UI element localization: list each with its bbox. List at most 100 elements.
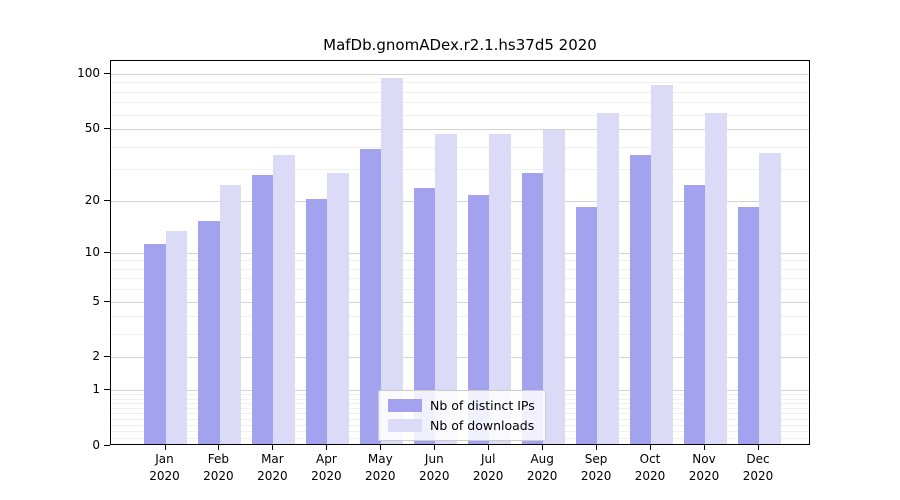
x-tick-label: Apr 2020 <box>294 451 358 485</box>
x-tick-month: Oct <box>639 452 661 466</box>
x-tick-mark <box>758 445 759 450</box>
x-tick-year: 2020 <box>149 469 180 483</box>
legend: Nb of distinct IPs Nb of downloads <box>378 390 546 441</box>
x-tick-month: Feb <box>207 452 230 466</box>
bar-distinct-ips <box>359 148 382 444</box>
x-tick-year: 2020 <box>526 469 558 483</box>
bar-downloads <box>435 133 457 444</box>
x-tick-year: 2020 <box>419 469 450 483</box>
minor-gridline <box>111 146 809 148</box>
bar-distinct-ips <box>144 243 166 444</box>
minor-gridline <box>111 114 809 116</box>
y-tick-mark <box>104 445 110 446</box>
x-tick-mark <box>596 445 598 450</box>
legend-swatch-distinct-ips <box>388 399 422 412</box>
x-tick-mark <box>542 445 544 450</box>
minor-gridline <box>111 91 809 93</box>
x-tick-year: 2020 <box>472 469 504 483</box>
x-tick-month: May <box>367 452 393 466</box>
legend-swatch-downloads <box>388 419 422 432</box>
y-tick-label: 5 <box>92 293 100 308</box>
x-tick-year: 2020 <box>580 469 612 483</box>
y-tick-label: 20 <box>84 192 100 207</box>
y-tick-label: 1 <box>92 382 100 397</box>
x-tick-month: Jan <box>155 452 174 466</box>
legend-label-distinct-ips: Nb of distinct IPs <box>430 398 535 413</box>
y-tick-mark <box>104 73 110 75</box>
x-tick-mark <box>164 445 166 450</box>
x-tick-mark <box>434 445 436 450</box>
bar-distinct-ips <box>521 172 544 444</box>
x-tick-mark <box>272 445 274 450</box>
y-tick-mark <box>104 389 110 391</box>
bar-distinct-ips <box>575 206 598 444</box>
x-tick-year: 2020 <box>688 469 720 483</box>
minor-gridline <box>111 102 809 104</box>
x-tick-year: 2020 <box>365 469 396 483</box>
bar-downloads <box>165 231 187 444</box>
x-tick-mark <box>326 445 328 450</box>
y-tick-mark <box>104 251 110 253</box>
legend-item-downloads: Nb of downloads <box>388 418 535 433</box>
bar-downloads <box>327 172 349 444</box>
x-tick-label: Mar 2020 <box>240 451 304 485</box>
x-tick-label: Jul 2020 <box>456 451 520 485</box>
bar-distinct-ips <box>251 175 274 444</box>
bar-downloads <box>381 77 403 444</box>
bar-downloads <box>705 112 727 444</box>
y-tick-mark <box>104 300 110 302</box>
y-tick-label: 100 <box>77 66 100 81</box>
x-tick-label: May 2020 <box>348 451 412 485</box>
bar-distinct-ips <box>198 220 220 444</box>
x-tick-label: Jun 2020 <box>402 451 466 485</box>
x-tick-month: Dec <box>746 452 770 466</box>
x-tick-year: 2020 <box>742 469 774 483</box>
x-tick-label: Aug 2020 <box>510 451 574 485</box>
bar-distinct-ips <box>683 184 705 444</box>
x-tick-label: Dec 2020 <box>726 451 790 485</box>
y-tick-mark <box>104 128 110 130</box>
major-gridline <box>111 129 809 131</box>
major-gridline <box>111 252 809 254</box>
x-tick-month: Jun <box>424 452 444 466</box>
bar-downloads <box>597 112 619 444</box>
bar-downloads <box>489 133 511 444</box>
major-gridline <box>111 301 809 303</box>
x-tick-label: Sep 2020 <box>564 451 628 485</box>
minor-gridline <box>111 82 809 84</box>
y-tick-label: 2 <box>92 349 100 364</box>
bar-distinct-ips <box>305 198 328 444</box>
x-tick-mark <box>218 445 220 450</box>
x-tick-label: Jan 2020 <box>133 451 197 485</box>
x-tick-year: 2020 <box>203 469 234 483</box>
minor-gridline <box>111 268 809 270</box>
bar-downloads <box>759 153 781 444</box>
minor-gridline <box>111 260 809 262</box>
bar-distinct-ips <box>629 155 651 444</box>
major-gridline <box>111 357 809 359</box>
bar-distinct-ips <box>467 194 490 444</box>
y-tick-mark <box>104 199 110 201</box>
bar-distinct-ips <box>737 206 759 444</box>
major-gridline <box>111 74 809 76</box>
minor-gridline <box>111 278 809 280</box>
x-tick-mark <box>488 445 490 450</box>
bar-downloads <box>273 155 295 444</box>
x-tick-mark <box>704 445 705 450</box>
y-tick-label: 10 <box>84 244 100 259</box>
bar-downloads <box>219 184 241 444</box>
y-tick-mark <box>104 356 110 358</box>
y-tick-label: 50 <box>84 121 100 136</box>
x-tick-year: 2020 <box>311 469 342 483</box>
major-gridline <box>111 200 809 202</box>
legend-item-distinct-ips: Nb of distinct IPs <box>388 398 535 413</box>
minor-gridline <box>111 316 809 318</box>
x-tick-label: Oct 2020 <box>618 451 682 485</box>
x-tick-month: Apr <box>316 452 337 466</box>
minor-gridline <box>111 334 809 336</box>
bar-distinct-ips <box>413 187 436 444</box>
x-tick-year: 2020 <box>634 469 666 483</box>
x-tick-mark <box>380 445 382 450</box>
bar-downloads <box>543 130 565 444</box>
